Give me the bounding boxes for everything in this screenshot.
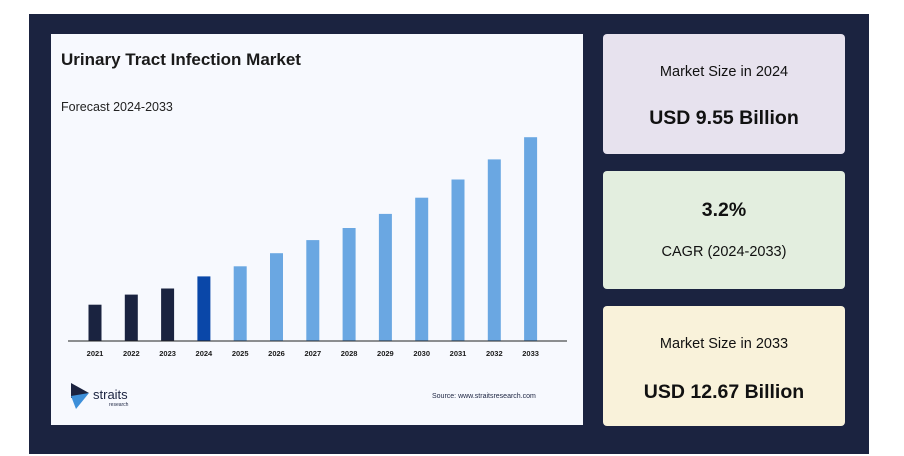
- x-tick-label: 2028: [341, 349, 358, 358]
- x-tick-label: 2024: [196, 349, 214, 358]
- chart-title: Urinary Tract Infection Market: [61, 50, 301, 69]
- bar-2030: [415, 197, 429, 341]
- cagr-label: CAGR (2024-2033): [661, 244, 787, 260]
- bar-2029: [378, 213, 392, 341]
- bar-2026: [270, 253, 283, 341]
- bar-2024: [197, 276, 211, 341]
- source-note: Source: www.straitsresearch.com: [432, 393, 536, 400]
- bar-2033: [524, 137, 538, 341]
- bar-2021: [88, 304, 102, 341]
- x-tick-label: 2027: [304, 349, 321, 358]
- straits-logo-icon: [71, 383, 89, 409]
- x-tick-label: 2030: [413, 349, 430, 358]
- chart-panel: Urinary Tract Infection Market Forecast …: [51, 34, 583, 425]
- bar-2031: [451, 179, 465, 341]
- logo-name: straits: [93, 387, 128, 402]
- x-tick-label: 2031: [450, 349, 467, 358]
- x-tick-label: 2025: [232, 349, 249, 358]
- market-size-2024-label: Market Size in 2024: [659, 64, 789, 80]
- market-size-2033-value: USD 12.67 Billion: [643, 381, 805, 403]
- x-tick-label: 2033: [522, 349, 539, 358]
- bar-2022: [124, 294, 138, 341]
- bar-2023: [161, 288, 175, 341]
- logo-sub: research: [109, 402, 129, 408]
- x-tick-label: 2023: [159, 349, 176, 358]
- x-tick-label: 2029: [377, 349, 394, 358]
- cagr-card: 3.2% CAGR (2024-2033): [603, 171, 845, 289]
- market-size-2024-value: USD 9.55 Billion: [649, 107, 799, 129]
- x-tick-label: 2032: [486, 349, 503, 358]
- bar-2028: [342, 228, 356, 341]
- bar-2025: [233, 266, 247, 341]
- cagr-value: 3.2%: [701, 199, 747, 221]
- x-tick-label: 2021: [87, 349, 104, 358]
- x-tick-label: 2026: [268, 349, 285, 358]
- market-size-2033-label: Market Size in 2033: [659, 336, 789, 352]
- bar-2032: [487, 159, 501, 341]
- straits-logo: straits research: [71, 383, 151, 413]
- market-size-2033-card: Market Size in 2033 USD 12.67 Billion: [603, 306, 845, 426]
- x-tick-label: 2022: [123, 349, 140, 358]
- bar-2027: [306, 240, 320, 341]
- chart-subtitle: Forecast 2024-2033: [61, 100, 173, 114]
- market-size-2024-card: Market Size in 2024 USD 9.55 Billion: [603, 34, 845, 154]
- bar-chart: 2021 2022 2023 2024 2025 2026 2027 2028 2029 2030…: [68, 137, 567, 358]
